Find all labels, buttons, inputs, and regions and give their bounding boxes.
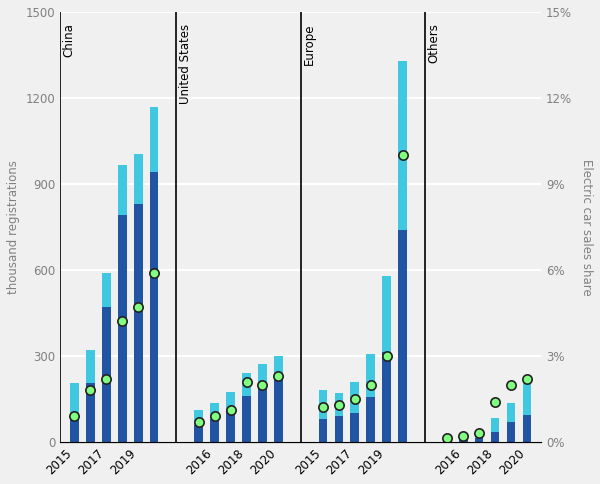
Bar xyxy=(382,351,391,442)
Text: United States: United States xyxy=(179,23,192,104)
Bar xyxy=(350,382,359,413)
Bar xyxy=(367,354,375,397)
Point xyxy=(334,401,344,408)
Point xyxy=(226,407,235,414)
Point xyxy=(366,381,376,389)
Bar xyxy=(134,154,143,204)
Point xyxy=(522,375,532,383)
Bar xyxy=(258,364,267,386)
Bar xyxy=(118,215,127,442)
Bar xyxy=(475,439,484,442)
Bar xyxy=(150,106,158,172)
Bar xyxy=(398,230,407,442)
Bar xyxy=(226,410,235,442)
Y-axis label: thousand registrations: thousand registrations xyxy=(7,160,20,294)
Point xyxy=(350,395,359,403)
Point xyxy=(398,151,407,159)
Bar xyxy=(350,413,359,442)
Point xyxy=(475,429,484,437)
Bar xyxy=(398,60,407,230)
Point xyxy=(101,375,111,383)
Bar xyxy=(150,172,158,442)
Bar xyxy=(86,350,95,382)
Text: Europe: Europe xyxy=(303,23,316,65)
Bar xyxy=(319,390,328,419)
Bar xyxy=(70,382,79,413)
Point xyxy=(382,352,392,360)
Bar xyxy=(258,386,267,442)
Point xyxy=(458,432,468,440)
Text: China: China xyxy=(62,23,76,57)
Point xyxy=(490,398,500,406)
Point xyxy=(442,434,452,441)
Bar xyxy=(194,424,203,442)
Point xyxy=(70,412,79,420)
Point xyxy=(242,378,251,386)
Bar xyxy=(134,204,143,442)
Bar xyxy=(102,273,110,307)
Bar xyxy=(523,383,531,415)
Bar xyxy=(242,396,251,442)
Point xyxy=(149,269,159,277)
Bar xyxy=(102,307,110,442)
Bar xyxy=(210,419,219,442)
Bar xyxy=(475,433,484,439)
Bar xyxy=(194,410,203,424)
Bar xyxy=(274,356,283,376)
Bar xyxy=(335,416,343,442)
Bar xyxy=(319,419,328,442)
Point xyxy=(274,372,283,380)
Bar xyxy=(118,166,127,215)
Bar xyxy=(506,422,515,442)
Bar xyxy=(335,393,343,416)
Bar xyxy=(506,403,515,422)
Bar xyxy=(210,403,219,419)
Bar xyxy=(523,415,531,442)
Bar xyxy=(274,376,283,442)
Bar xyxy=(459,436,467,439)
Point xyxy=(133,303,143,311)
Bar xyxy=(86,382,95,442)
Point xyxy=(194,418,203,426)
Point xyxy=(86,386,95,394)
Bar xyxy=(443,440,452,442)
Y-axis label: Electric car sales share: Electric car sales share xyxy=(580,159,593,295)
Bar xyxy=(226,392,235,410)
Bar xyxy=(367,397,375,442)
Bar xyxy=(382,275,391,351)
Text: Others: Others xyxy=(427,23,440,63)
Point xyxy=(118,318,127,325)
Bar xyxy=(443,438,452,440)
Point xyxy=(257,381,267,389)
Bar xyxy=(491,418,499,432)
Bar xyxy=(70,413,79,442)
Bar xyxy=(459,439,467,442)
Point xyxy=(318,404,328,411)
Point xyxy=(506,381,516,389)
Bar xyxy=(491,432,499,442)
Point xyxy=(210,412,220,420)
Bar xyxy=(242,373,251,396)
